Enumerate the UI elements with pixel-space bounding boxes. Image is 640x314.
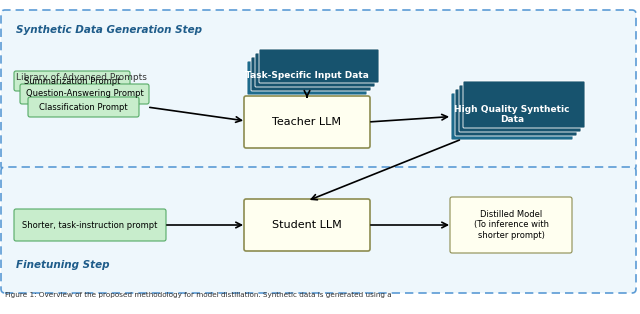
FancyBboxPatch shape <box>247 61 367 95</box>
Text: Synthetic Data Generation Step: Synthetic Data Generation Step <box>16 25 202 35</box>
FancyBboxPatch shape <box>450 197 572 253</box>
FancyBboxPatch shape <box>455 89 577 136</box>
FancyBboxPatch shape <box>255 53 375 87</box>
FancyBboxPatch shape <box>28 97 139 117</box>
Text: Summarization Prompt: Summarization Prompt <box>24 77 120 85</box>
Text: Shorter, task-instruction prompt: Shorter, task-instruction prompt <box>22 220 157 230</box>
Text: Figure 1: Overview of the proposed methodology for model distillation. Synthetic: Figure 1: Overview of the proposed metho… <box>5 292 392 298</box>
FancyBboxPatch shape <box>20 84 149 104</box>
Text: Library of Advanced Prompts: Library of Advanced Prompts <box>16 73 147 82</box>
FancyBboxPatch shape <box>14 71 130 91</box>
FancyBboxPatch shape <box>14 209 166 241</box>
Text: High Quality Synthetic
Data: High Quality Synthetic Data <box>454 105 570 124</box>
Text: Distilled Model
(To inference with
shorter prompt): Distilled Model (To inference with short… <box>474 210 548 240</box>
Text: Student LLM: Student LLM <box>272 220 342 230</box>
FancyBboxPatch shape <box>259 49 379 83</box>
Text: Task-Specific Input Data: Task-Specific Input Data <box>245 72 369 80</box>
Text: Question-Answering Prompt: Question-Answering Prompt <box>26 89 143 99</box>
FancyBboxPatch shape <box>451 93 573 140</box>
FancyBboxPatch shape <box>1 10 636 170</box>
FancyBboxPatch shape <box>244 96 370 148</box>
Text: Teacher LLM: Teacher LLM <box>273 117 342 127</box>
FancyBboxPatch shape <box>244 199 370 251</box>
FancyBboxPatch shape <box>251 57 371 91</box>
FancyBboxPatch shape <box>1 167 636 293</box>
FancyBboxPatch shape <box>463 81 585 128</box>
Text: Finetuning Step: Finetuning Step <box>16 260 109 270</box>
FancyBboxPatch shape <box>459 85 581 132</box>
Text: Classification Prompt: Classification Prompt <box>39 102 128 111</box>
